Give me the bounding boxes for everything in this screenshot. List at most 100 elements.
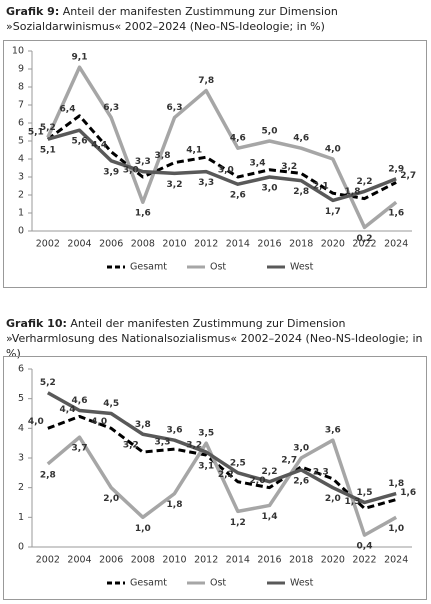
x-tick-label: 2018 <box>289 555 313 566</box>
title-text: Anteil der manifesten Zustimmung zur Dim… <box>6 317 423 360</box>
y-tick-label: 5 <box>18 136 24 147</box>
value-label: 4,6 <box>230 134 246 144</box>
value-label: 5,1 <box>28 128 44 138</box>
series-line <box>46 435 398 537</box>
value-label: 3,3 <box>135 157 151 167</box>
value-label: 4,0 <box>28 417 44 427</box>
chart-frame: 0 1 2 3 4 5 6 7 8 9 10 2002 2004 2006 2008 2010 2012 2014… <box>3 40 427 288</box>
value-label: 4,4 <box>91 140 107 150</box>
y-tick-label: 1 <box>18 512 24 523</box>
value-label: 3,2 <box>186 441 202 451</box>
x-tick-label: 2006 <box>99 555 123 566</box>
x-tick-label: 2020 <box>321 555 345 566</box>
chart: 0 1 2 3 4 5 6 7 8 9 10 2002 2004 2006 2008 2010 2012 2014… <box>12 46 416 273</box>
value-label: 5,2 <box>40 378 56 388</box>
value-label: 5,2 <box>40 123 56 133</box>
x-tick-label: 2016 <box>257 555 281 566</box>
value-label: 5,1 <box>40 146 56 156</box>
value-label: 7,8 <box>198 76 214 86</box>
chart-title: Grafik 10: Anteil der manifesten Zustimm… <box>6 316 426 361</box>
value-label: 2,6 <box>293 476 309 486</box>
y-tick-label: 0 <box>18 542 24 553</box>
y-tick-label: 0 <box>18 226 24 237</box>
x-tick-label: 2024 <box>384 555 408 566</box>
x-tick-label: 2018 <box>289 239 313 250</box>
value-label: 9,1 <box>72 53 88 63</box>
legend-label: West <box>290 262 314 273</box>
value-label: 4,6 <box>72 396 88 406</box>
value-label: 1,6 <box>400 488 416 498</box>
value-label: 6,3 <box>167 103 183 113</box>
value-label: 3,0 <box>293 444 309 454</box>
title-prefix: Grafik 10: <box>6 317 67 330</box>
x-tick-label: 2006 <box>99 239 123 250</box>
value-label: 4,1 <box>186 146 202 156</box>
y-tick-label: 6 <box>18 118 24 129</box>
value-label: 3,2 <box>167 180 183 190</box>
value-label: 2,5 <box>230 458 246 468</box>
value-label: 3,0 <box>123 166 139 176</box>
legend-label: Ost <box>210 262 226 273</box>
value-label: 3,9 <box>103 167 119 177</box>
y-tick-label: 10 <box>12 46 24 57</box>
value-label: 5,0 <box>262 127 278 137</box>
value-label: 2,2 <box>218 470 234 480</box>
x-tick-label: 2002 <box>36 239 60 250</box>
value-label: 4,4 <box>60 405 76 415</box>
y-tick-label: 2 <box>18 190 24 201</box>
value-label: 3,6 <box>167 426 183 436</box>
value-label: 3,2 <box>123 441 139 451</box>
legend-label: West <box>290 578 314 589</box>
x-tick-label: 2008 <box>131 239 155 250</box>
x-tick-label: 2014 <box>226 239 250 250</box>
value-label: 2,8 <box>40 470 56 480</box>
value-label: 1,2 <box>230 518 246 528</box>
x-tick-label: 2014 <box>226 555 250 566</box>
x-tick-label: 2010 <box>162 239 186 250</box>
value-label: 1,4 <box>262 512 278 522</box>
value-label: 1,8 <box>388 479 404 489</box>
chart-title: Grafik 9: Anteil der manifesten Zustimmu… <box>6 4 426 34</box>
value-label: 1,3 <box>345 497 361 507</box>
chart: 0 1 2 3 4 5 6 2002 2004 2006 2008 2010 2012 2014 2016 2… <box>18 364 416 589</box>
value-label: 3,3 <box>155 438 171 448</box>
value-label: 2,3 <box>313 467 329 477</box>
value-label: 2,2 <box>357 177 373 187</box>
value-label: 1,0 <box>135 524 151 534</box>
y-tick-label: 5 <box>18 393 24 404</box>
value-label: 0,2 <box>357 234 373 244</box>
x-tick-label: 2016 <box>257 239 281 250</box>
y-tick-label: 8 <box>18 82 24 93</box>
y-tick-label: 3 <box>18 172 24 183</box>
value-label: 3,0 <box>262 184 278 194</box>
value-label: 1,6 <box>135 209 151 219</box>
value-label: 2,0 <box>325 494 341 504</box>
title-text: Anteil der manifesten Zustimmung zur Dim… <box>6 5 338 33</box>
series-line <box>46 65 398 230</box>
value-label: 4,5 <box>103 399 119 409</box>
value-label: 2,8 <box>293 187 309 197</box>
value-label: 3,0 <box>218 166 234 176</box>
series-line <box>47 414 397 510</box>
value-label: 2,0 <box>103 494 119 504</box>
value-label: 1,5 <box>357 488 373 498</box>
title-prefix: Grafik 9: <box>6 5 60 18</box>
series-line <box>47 128 397 203</box>
value-label: 5,6 <box>72 137 88 147</box>
value-label: 4,6 <box>293 134 309 144</box>
y-tick-label: 4 <box>18 154 24 165</box>
value-label: 3,5 <box>198 429 214 439</box>
value-label: 1,7 <box>325 207 341 217</box>
value-label: 6,4 <box>60 104 76 114</box>
chart-frame: 0 1 2 3 4 5 6 2002 2004 2006 2008 2010 2012 2014 2016 2… <box>3 356 427 600</box>
x-tick-label: 2022 <box>352 555 376 566</box>
value-label: 2,2 <box>262 467 278 477</box>
value-label: 3,8 <box>155 151 171 161</box>
y-tick-label: 7 <box>18 100 24 111</box>
series-line <box>46 391 397 505</box>
x-tick-label: 2004 <box>67 555 91 566</box>
legend-label: Gesamt <box>130 262 167 273</box>
value-label: 0,4 <box>357 542 373 552</box>
value-label: 2,7 <box>281 455 297 465</box>
value-label: 4,0 <box>91 417 107 427</box>
